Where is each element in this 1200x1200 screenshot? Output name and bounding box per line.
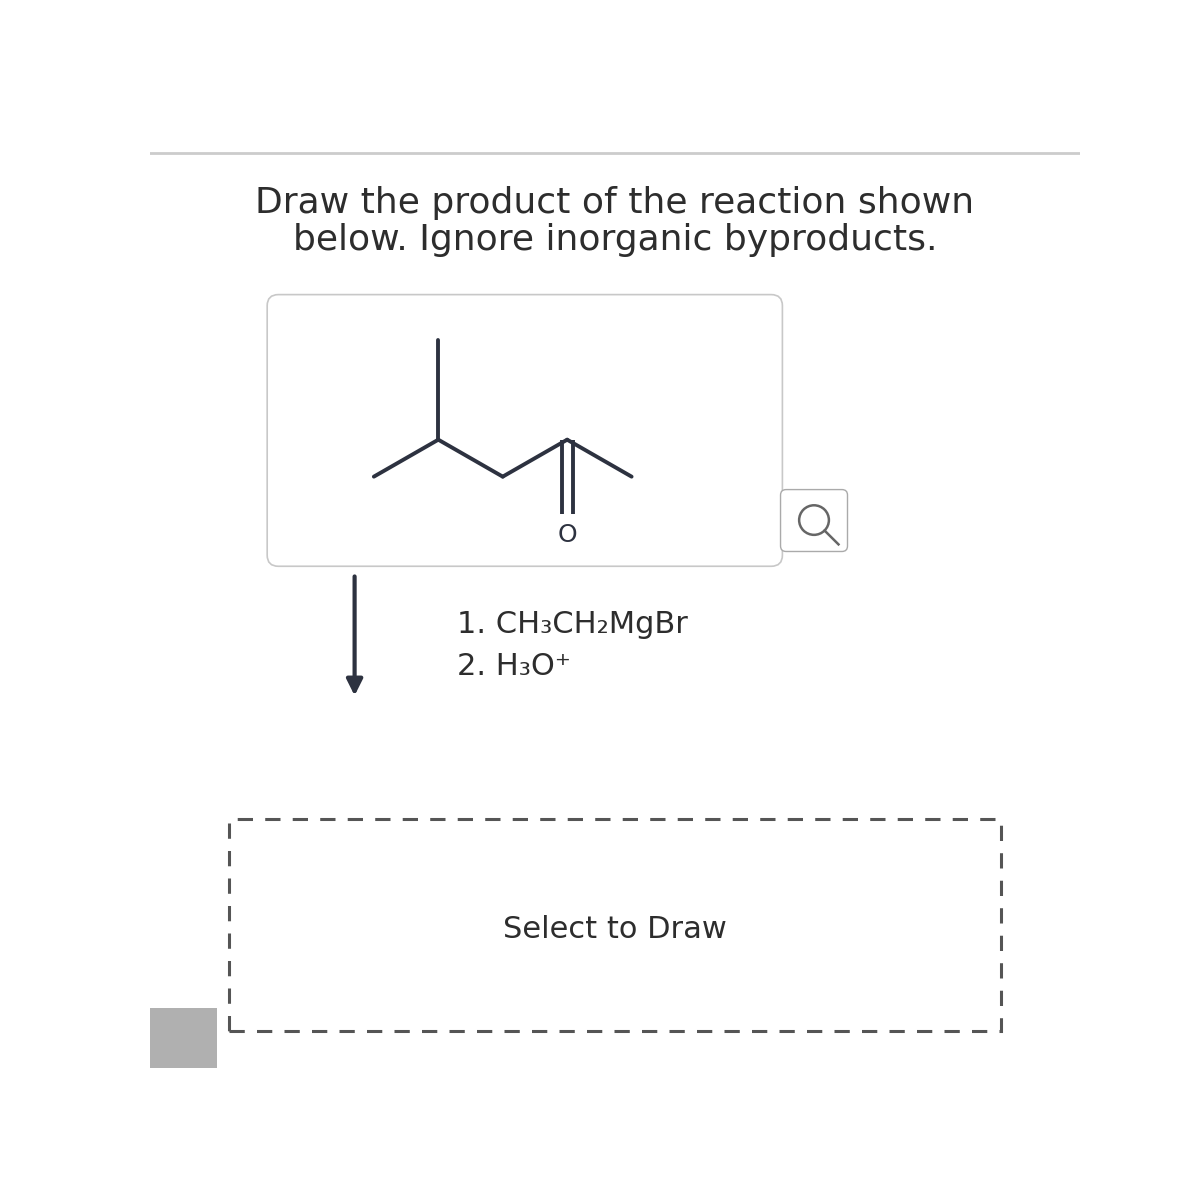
Text: Select to Draw: Select to Draw xyxy=(503,914,727,943)
Text: below. Ignore inorganic byproducts.: below. Ignore inorganic byproducts. xyxy=(293,222,937,257)
Text: 2. H₃O⁺: 2. H₃O⁺ xyxy=(457,652,571,680)
FancyBboxPatch shape xyxy=(780,490,847,552)
FancyBboxPatch shape xyxy=(229,818,1001,1031)
Text: 1. CH₃CH₂MgBr: 1. CH₃CH₂MgBr xyxy=(457,610,688,638)
Text: Draw the product of the reaction shown: Draw the product of the reaction shown xyxy=(256,186,974,220)
FancyBboxPatch shape xyxy=(268,295,782,566)
FancyBboxPatch shape xyxy=(150,1008,217,1068)
Text: O: O xyxy=(557,523,577,547)
